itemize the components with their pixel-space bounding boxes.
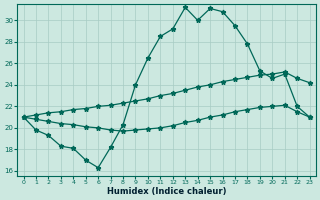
X-axis label: Humidex (Indice chaleur): Humidex (Indice chaleur) [107,187,226,196]
